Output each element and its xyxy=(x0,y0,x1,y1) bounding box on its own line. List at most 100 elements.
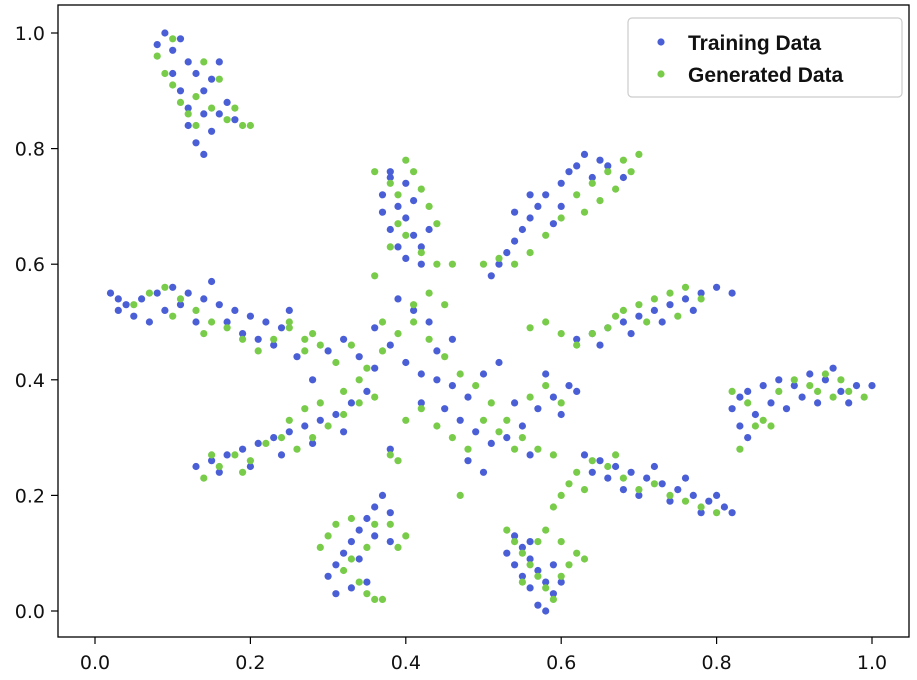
data-point xyxy=(604,168,612,176)
data-point xyxy=(347,584,355,592)
data-point xyxy=(565,168,573,176)
data-point xyxy=(604,474,612,482)
data-point xyxy=(542,382,550,390)
data-point xyxy=(332,520,340,528)
data-point xyxy=(542,526,550,534)
data-point xyxy=(402,179,410,187)
data-point xyxy=(262,318,270,326)
data-point xyxy=(371,324,379,332)
data-point xyxy=(557,214,565,222)
data-point xyxy=(736,393,744,401)
data-point xyxy=(176,301,185,309)
data-point xyxy=(340,335,348,343)
data-point xyxy=(285,324,293,332)
data-point xyxy=(681,283,690,291)
data-point xyxy=(744,387,752,395)
data-point xyxy=(355,555,363,563)
legend-marker-training xyxy=(657,38,665,46)
data-point xyxy=(386,520,394,528)
data-point xyxy=(580,150,589,158)
data-point xyxy=(448,382,456,390)
data-point xyxy=(736,445,744,453)
data-point xyxy=(845,387,853,395)
x-tick-label: 0.6 xyxy=(546,652,576,674)
data-point xyxy=(402,254,410,262)
data-point xyxy=(557,491,565,499)
y-axis: 0.0 0.2 0.4 0.6 0.8 1.0 xyxy=(15,23,58,623)
data-point xyxy=(231,306,239,314)
data-point xyxy=(549,590,558,598)
data-point xyxy=(542,607,550,615)
data-point xyxy=(114,306,122,314)
data-point xyxy=(184,58,192,66)
data-point xyxy=(363,543,371,552)
data-point xyxy=(549,503,558,511)
data-point xyxy=(713,491,721,499)
data-point xyxy=(503,249,511,257)
data-point xyxy=(495,428,503,436)
data-point xyxy=(557,399,565,407)
data-point xyxy=(510,445,519,453)
data-point xyxy=(612,451,620,459)
data-point xyxy=(534,572,542,580)
data-point xyxy=(557,578,565,586)
data-point xyxy=(518,225,527,234)
data-point xyxy=(534,566,542,575)
data-point xyxy=(425,225,433,234)
data-point xyxy=(122,301,130,309)
data-point xyxy=(549,561,558,569)
data-point xyxy=(464,393,472,401)
data-point xyxy=(309,376,317,384)
data-point xyxy=(588,457,596,465)
data-point xyxy=(394,295,402,303)
data-point xyxy=(534,202,542,210)
data-point xyxy=(200,330,208,338)
data-point xyxy=(635,312,643,320)
data-point xyxy=(510,532,519,540)
data-point xyxy=(441,353,449,361)
data-point xyxy=(666,491,674,499)
data-point xyxy=(394,543,402,552)
data-point xyxy=(495,254,503,262)
data-point xyxy=(588,173,596,182)
data-point xyxy=(573,341,581,349)
data-point xyxy=(371,364,379,372)
data-point xyxy=(417,405,425,413)
x-tick-label: 0.0 xyxy=(80,652,110,674)
data-point xyxy=(526,584,534,592)
data-point xyxy=(285,318,293,326)
data-point xyxy=(417,370,425,378)
data-point xyxy=(386,341,394,349)
data-point xyxy=(192,306,200,314)
data-point xyxy=(798,393,806,401)
data-point xyxy=(580,208,589,216)
x-tick-label: 0.4 xyxy=(391,652,421,674)
data-point xyxy=(650,306,659,314)
data-point xyxy=(681,474,690,482)
data-point xyxy=(650,480,659,488)
data-point xyxy=(402,358,410,367)
y-tick-label: 0.6 xyxy=(15,254,45,276)
data-point xyxy=(417,185,425,193)
data-point xyxy=(580,486,589,494)
data-point xyxy=(208,127,216,135)
data-point xyxy=(588,468,596,476)
data-point xyxy=(456,370,464,378)
data-point xyxy=(713,509,721,517)
data-point xyxy=(736,422,744,430)
data-point xyxy=(347,341,355,349)
data-point xyxy=(347,538,355,546)
data-point xyxy=(410,231,418,239)
data-point xyxy=(417,243,425,251)
data-point xyxy=(627,468,635,476)
data-point xyxy=(526,538,534,546)
data-point xyxy=(697,295,705,303)
data-point xyxy=(767,422,775,430)
data-point xyxy=(355,353,363,361)
data-point xyxy=(215,462,223,471)
data-point xyxy=(814,399,822,407)
data-point xyxy=(790,376,798,384)
data-point xyxy=(448,335,456,343)
data-point xyxy=(441,301,449,309)
data-point xyxy=(790,382,798,390)
